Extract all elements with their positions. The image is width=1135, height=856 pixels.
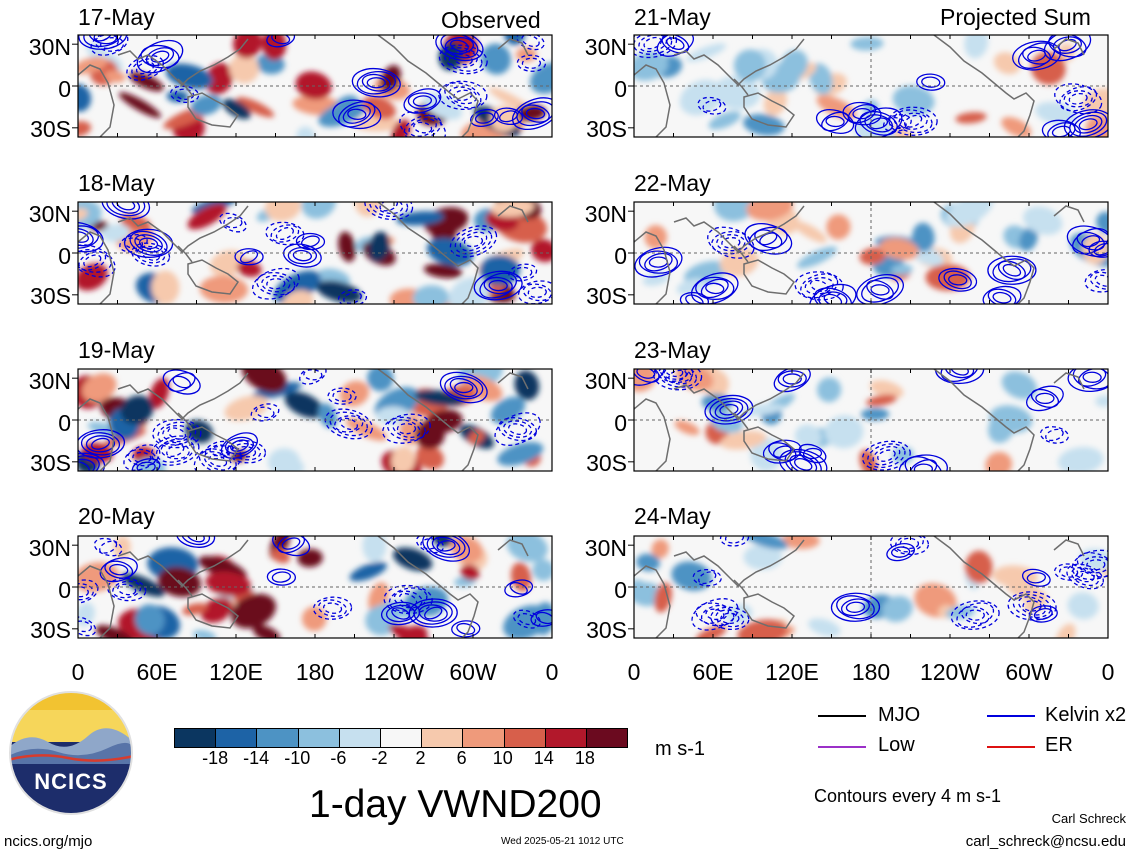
colorbar-swatch — [379, 729, 422, 747]
colorbar-tick-label: -6 — [330, 748, 347, 768]
projected-map-panel — [628, 535, 1109, 639]
legend-kelvin-label: Kelvin x2 — [1045, 704, 1127, 726]
panel-date-left-1: 17-May — [78, 4, 155, 30]
lat-label: 0 — [58, 577, 71, 603]
observed-map-panel — [72, 535, 553, 639]
colorbar-swatch — [256, 729, 298, 747]
lon-label: 0 — [1101, 659, 1115, 685]
site-url: ncics.org/mjo — [4, 833, 93, 850]
ncics-logo-text: NCICS — [34, 769, 108, 794]
colorbar-units: m s-1 — [655, 738, 705, 760]
lat-label: 30N — [28, 34, 71, 60]
lon-label: 180 — [851, 659, 891, 685]
lon-label: 0 — [627, 659, 641, 685]
lat-label: 30S — [586, 283, 627, 309]
panel-date-right-3: 23-May — [634, 337, 711, 363]
contour-note: Contours every 4 m s-1 — [814, 786, 1002, 806]
lon-label: 120E — [209, 659, 263, 685]
colorbar-tick-label: -14 — [243, 748, 270, 768]
lat-label: 0 — [58, 410, 71, 436]
legend-low-label: Low — [878, 734, 915, 756]
panel-date-left-2: 18-May — [78, 170, 155, 196]
lat-label: 30N — [28, 535, 71, 561]
colorbar-tick-label: 2 — [415, 748, 426, 768]
colorbar — [174, 728, 628, 748]
colorbar-swatch — [421, 729, 463, 747]
observed-map-panel — [72, 368, 553, 472]
lat-label: 0 — [614, 410, 627, 436]
projected-map-panel — [628, 201, 1109, 305]
projected-label: Projected Sum — [940, 4, 1091, 30]
panel-date-right-2: 22-May — [634, 170, 711, 196]
legend-er-label: ER — [1045, 734, 1073, 756]
colorbar-tick-label: -2 — [371, 748, 388, 768]
lat-label: 0 — [614, 243, 627, 269]
panel-date-right-1: 21-May — [634, 4, 711, 30]
colorbar-swatch — [544, 729, 586, 747]
lat-label: 30S — [30, 283, 71, 309]
lat-label: 0 — [614, 577, 627, 603]
lat-label: 30S — [586, 450, 627, 476]
lat-label: 30N — [584, 34, 627, 60]
lon-label: 0 — [545, 659, 559, 685]
colorbar-tick-label: -10 — [284, 748, 311, 768]
colorbar-swatch — [503, 729, 545, 747]
lon-label: 60W — [449, 659, 497, 685]
ncics-logo: NCICS — [8, 690, 134, 816]
colorbar-tick-label: 14 — [533, 748, 554, 768]
lat-label: 30S — [586, 116, 627, 142]
lat-label: 30S — [30, 450, 71, 476]
projected-map-panel — [628, 368, 1109, 472]
lon-label: 60W — [1005, 659, 1053, 685]
panel-date-right-4: 24-May — [634, 503, 711, 529]
colorbar-swatch — [462, 729, 504, 747]
lat-label: 0 — [58, 76, 71, 102]
observed-label: Observed — [441, 7, 541, 33]
colorbar-swatch — [297, 729, 339, 747]
colorbar-swatch — [585, 729, 628, 747]
lat-label: 30N — [584, 201, 627, 227]
colorbar-swatch — [215, 729, 257, 747]
lon-label: 60E — [136, 659, 178, 685]
colorbar-tick-label: -18 — [202, 748, 229, 768]
colorbar-swatch — [338, 729, 380, 747]
legend-mjo-label: MJO — [878, 704, 921, 726]
lat-label: 30N — [584, 368, 627, 394]
observed-map-panel — [72, 34, 553, 138]
lat-label: 30N — [584, 535, 627, 561]
colorbar-tick-label: 18 — [574, 748, 595, 768]
lon-label: 180 — [295, 659, 335, 685]
main-title: 1-day VWND200 — [309, 783, 602, 826]
lon-label: 60E — [692, 659, 734, 685]
lon-label: 120W — [363, 659, 425, 685]
lat-label: 30S — [586, 617, 627, 643]
legend-low-line — [818, 746, 866, 748]
lon-label: 120W — [919, 659, 981, 685]
colorbar-swatch — [175, 729, 216, 747]
lat-label: 30N — [28, 368, 71, 394]
lat-label: 30N — [28, 201, 71, 227]
observed-map-panel — [72, 201, 553, 305]
lat-label: 30S — [30, 116, 71, 142]
colorbar-tick-label: 6 — [456, 748, 467, 768]
lon-label: 120E — [765, 659, 819, 685]
panel-date-left-3: 19-May — [78, 337, 155, 363]
lat-label: 30S — [30, 617, 71, 643]
projected-map-panel — [628, 34, 1109, 138]
lon-label: 0 — [71, 659, 85, 685]
legend-mjo-line — [818, 715, 866, 717]
legend-kelvin-line — [987, 715, 1035, 717]
colorbar-tick-label: 10 — [492, 748, 513, 768]
author-email: carl_schreck@ncsu.edu — [965, 833, 1126, 850]
lat-label: 0 — [614, 76, 627, 102]
author: Carl Schreck — [1051, 811, 1126, 826]
panel-date-left-4: 20-May — [78, 503, 155, 529]
legend-er-line — [987, 746, 1035, 748]
lat-label: 0 — [58, 243, 71, 269]
timestamp: Wed 2025-05-21 1012 UTC — [501, 836, 624, 847]
